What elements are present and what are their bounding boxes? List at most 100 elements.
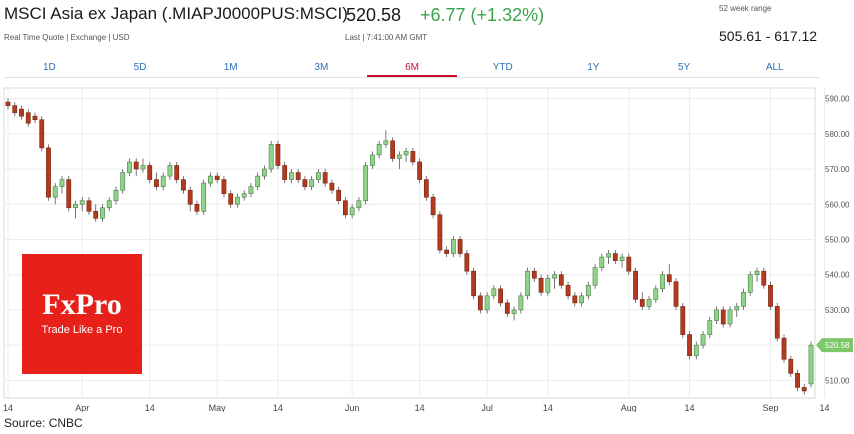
tab-1y[interactable]: 1Y bbox=[587, 62, 600, 73]
candle-body bbox=[363, 165, 369, 202]
candle-body bbox=[795, 373, 800, 388]
candle-body bbox=[504, 302, 510, 314]
quote-subline: Real Time Quote | Exchange | USD bbox=[4, 33, 130, 42]
last-price-tag-label: 520.58 bbox=[825, 341, 850, 350]
candle-body bbox=[639, 299, 645, 307]
last-update-time: Last | 7:41:00 AM GMT bbox=[345, 33, 428, 42]
candle-body bbox=[383, 140, 389, 145]
candle-body bbox=[32, 115, 38, 121]
candle-body bbox=[93, 210, 99, 219]
candle-body bbox=[633, 270, 638, 300]
tab-1m[interactable]: 1M bbox=[223, 62, 238, 73]
candle-body bbox=[73, 203, 78, 209]
x-tick-label: Apr bbox=[75, 403, 89, 412]
x-tick-label: May bbox=[209, 403, 227, 412]
y-tick-label: 550.00 bbox=[825, 235, 850, 244]
candle-body bbox=[12, 105, 18, 113]
candle-body bbox=[302, 179, 308, 187]
candle-body bbox=[457, 239, 463, 254]
candle-body bbox=[518, 295, 524, 311]
y-tick-label: 560.00 bbox=[825, 200, 850, 209]
candle-body bbox=[666, 274, 672, 283]
tab-all[interactable]: ALL bbox=[765, 62, 784, 73]
candle-body bbox=[309, 179, 315, 187]
logo-tagline: Trade Like a Pro bbox=[41, 324, 123, 336]
candle-body bbox=[660, 274, 665, 290]
candle-body bbox=[612, 253, 618, 261]
timeframe-tabs: 1D 5D 1M 3M 6M YTD 1Y 5Y ALL bbox=[4, 59, 820, 78]
candle-body bbox=[477, 295, 483, 311]
candle-body bbox=[113, 189, 119, 202]
candle-body bbox=[450, 239, 456, 254]
candle-body bbox=[127, 161, 132, 173]
candle-body bbox=[720, 309, 726, 325]
candle-body bbox=[430, 196, 436, 216]
x-tick-label: 14 bbox=[543, 403, 553, 412]
x-tick-label: 14 bbox=[415, 403, 425, 412]
candle-body bbox=[768, 284, 773, 307]
candle-body bbox=[52, 186, 58, 198]
x-tick-label: Jul bbox=[481, 403, 493, 412]
candle-body bbox=[552, 274, 557, 279]
candle-body bbox=[208, 175, 213, 184]
candle-body bbox=[531, 270, 537, 279]
candle-body bbox=[79, 200, 85, 205]
candle-body bbox=[626, 256, 632, 272]
candle-body bbox=[140, 165, 146, 170]
candle-body bbox=[369, 154, 375, 166]
range-value: 505.61 - 617.12 bbox=[719, 28, 818, 44]
candle-body bbox=[781, 337, 787, 360]
tab-5d[interactable]: 5D bbox=[133, 62, 147, 73]
candle-body bbox=[471, 270, 476, 297]
y-tick-label: 540.00 bbox=[825, 271, 850, 280]
candle-body bbox=[423, 179, 429, 198]
candle-body bbox=[599, 256, 605, 268]
candle-body bbox=[66, 179, 72, 209]
candle-body bbox=[235, 196, 240, 205]
candle-body bbox=[673, 281, 679, 307]
price-change: +6.77 (+1.32%) bbox=[420, 5, 545, 25]
candle-body bbox=[808, 344, 814, 385]
candle-body bbox=[653, 288, 659, 300]
x-tick-label: 14 bbox=[685, 403, 695, 412]
tab-1d[interactable]: 1D bbox=[42, 62, 56, 73]
candle-body bbox=[444, 249, 450, 254]
candle-body bbox=[214, 175, 220, 180]
candle-body bbox=[619, 256, 625, 261]
candle-body bbox=[154, 179, 159, 187]
candle-body bbox=[316, 172, 321, 180]
candle-body bbox=[329, 182, 335, 191]
candle-body bbox=[417, 161, 423, 180]
candle-body bbox=[181, 179, 186, 191]
candle-body bbox=[734, 306, 740, 311]
candle-body bbox=[484, 295, 490, 311]
x-tick-label: 14 bbox=[273, 403, 283, 412]
candle-body bbox=[680, 306, 686, 335]
tab-6m[interactable]: 6M bbox=[366, 59, 458, 77]
x-tick-label: 14 bbox=[145, 403, 155, 412]
candle-body bbox=[322, 172, 328, 184]
candle-body bbox=[525, 270, 530, 297]
candle-body bbox=[545, 277, 551, 293]
candle-body bbox=[160, 175, 166, 187]
y-tick-label: 530.00 bbox=[825, 306, 850, 315]
last-price: 520.58 bbox=[346, 5, 402, 25]
candle-body bbox=[262, 168, 267, 177]
candle-body bbox=[727, 309, 733, 325]
candle-body bbox=[585, 284, 591, 297]
x-tick-label: Sep bbox=[763, 403, 779, 412]
index-title: MSCI Asia ex Japan (.MIAPJ0000PUS:MSCI) bbox=[4, 4, 348, 23]
tab-5y[interactable]: 5Y bbox=[677, 62, 691, 73]
tab-3m[interactable]: 3M bbox=[314, 62, 329, 73]
candle-body bbox=[46, 147, 51, 198]
candle-body bbox=[579, 295, 584, 304]
candle-body bbox=[86, 200, 92, 212]
last-price-tag bbox=[816, 338, 853, 353]
tab-ytd[interactable]: YTD bbox=[492, 62, 513, 73]
candle-body bbox=[606, 253, 611, 258]
candle-body bbox=[498, 288, 503, 304]
candle-body bbox=[201, 182, 207, 212]
candle-body bbox=[410, 151, 416, 163]
candle-body bbox=[761, 270, 767, 286]
candle-body bbox=[59, 179, 65, 187]
